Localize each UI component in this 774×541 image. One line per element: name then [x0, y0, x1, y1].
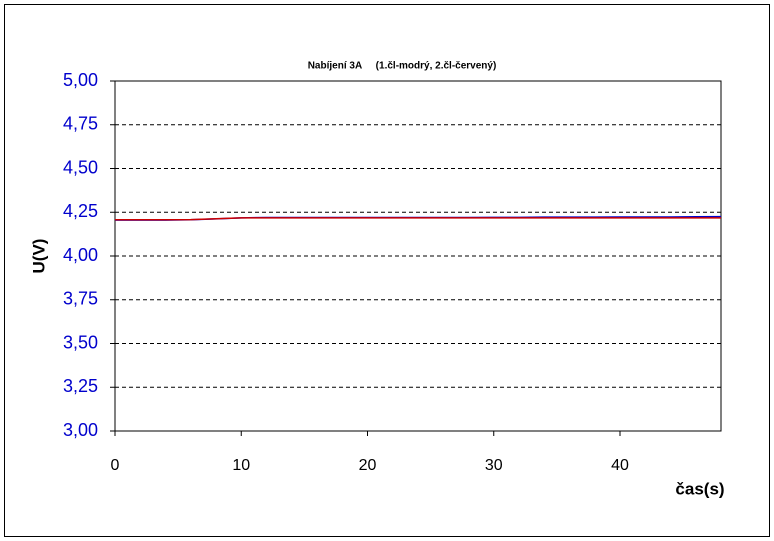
- y-tick-label: 4,25: [63, 201, 98, 221]
- x-tick-label: 10: [232, 457, 250, 474]
- y-tick-label: 5,00: [63, 70, 98, 90]
- chart-title: Nabíjení 3A (1.čl-modrý, 2.čl-červený): [308, 61, 497, 72]
- y-tick-label: 4,75: [63, 114, 98, 134]
- y-axis-label: U(V): [29, 239, 48, 274]
- y-tick-label: 4,50: [63, 157, 98, 177]
- x-tick-label: 0: [111, 457, 120, 474]
- y-tick-label: 3,25: [63, 376, 98, 396]
- x-tick-label: 20: [359, 457, 377, 474]
- x-tick-label: 40: [611, 457, 629, 474]
- x-axis-label: čas(s): [675, 479, 724, 498]
- x-tick-label: 30: [485, 457, 503, 474]
- series-line: [115, 217, 721, 221]
- y-tick-label: 3,75: [63, 289, 98, 309]
- y-tick-label: 3,50: [63, 332, 98, 352]
- y-tick-label: 4,00: [63, 245, 98, 265]
- y-tick-label: 3,00: [63, 420, 98, 440]
